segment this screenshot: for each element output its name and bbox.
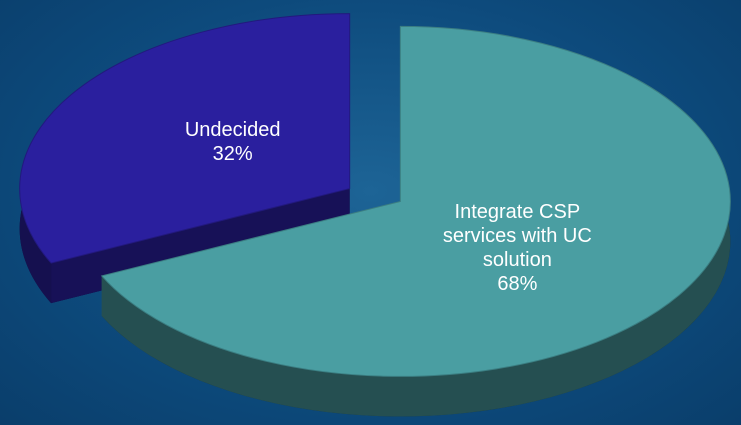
- slice-label: Integrate CSP services with UC solution 6…: [437, 200, 597, 296]
- slice-value: 32%: [212, 142, 253, 165]
- slice-value: 68%: [497, 273, 538, 296]
- slice-category: Undecided: [184, 118, 281, 141]
- slice-category: Integrate CSP services with UC solution: [442, 201, 592, 272]
- slice: [100, 25, 731, 377]
- slice: [19, 13, 351, 264]
- slice-label: Undecided 32%: [153, 118, 313, 166]
